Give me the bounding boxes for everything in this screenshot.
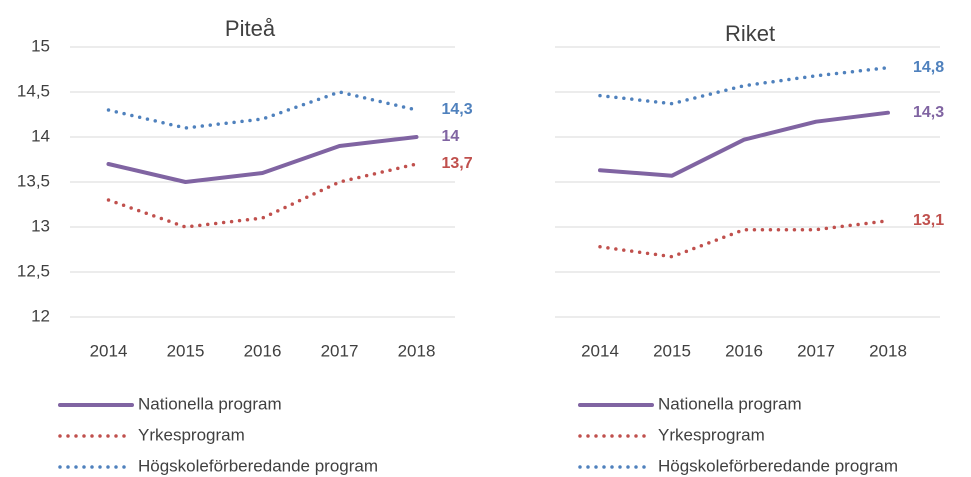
legend-label: Yrkesprogram	[658, 425, 765, 444]
legend-label: Nationella program	[658, 394, 802, 413]
legend-label: Högskoleförberedande program	[138, 456, 378, 475]
x-tick-label: 2016	[725, 341, 763, 360]
y-tick-label: 13	[31, 216, 50, 235]
line-series	[106, 90, 419, 130]
chart-title: Riket	[725, 21, 775, 46]
y-tick-label: 13,5	[17, 171, 50, 190]
legend-label: Högskoleförberedande program	[658, 456, 898, 475]
line-series	[106, 135, 419, 184]
value-label: 14,3	[913, 104, 944, 121]
x-tick-label: 2018	[398, 341, 436, 360]
legend-label: Yrkesprogram	[138, 425, 245, 444]
y-tick-label: 15	[31, 36, 50, 55]
x-tick-label: 2014	[581, 341, 619, 360]
x-tick-label: 2015	[167, 341, 205, 360]
line-series	[598, 218, 890, 259]
y-tick-label: 12,5	[17, 261, 50, 280]
x-tick-label: 2015	[653, 341, 691, 360]
x-tick-label: 2014	[90, 341, 128, 360]
value-label: 14	[442, 128, 460, 145]
y-tick-label: 14,5	[17, 81, 50, 100]
y-tick-label: 14	[31, 126, 50, 145]
value-label: 14,3	[442, 101, 473, 118]
y-tick-label: 12	[31, 306, 50, 325]
x-tick-label: 2016	[244, 341, 282, 360]
x-tick-label: 2017	[797, 341, 835, 360]
legend-label: Nationella program	[138, 394, 282, 413]
line-series	[598, 110, 890, 178]
value-label: 13,1	[913, 212, 944, 229]
value-label: 13,7	[442, 155, 473, 172]
x-tick-label: 2017	[321, 341, 359, 360]
value-label: 14,8	[913, 59, 944, 76]
x-tick-label: 2018	[869, 341, 907, 360]
line-series	[106, 162, 419, 229]
chart-title: Piteå	[225, 16, 276, 41]
line-series	[598, 65, 890, 106]
